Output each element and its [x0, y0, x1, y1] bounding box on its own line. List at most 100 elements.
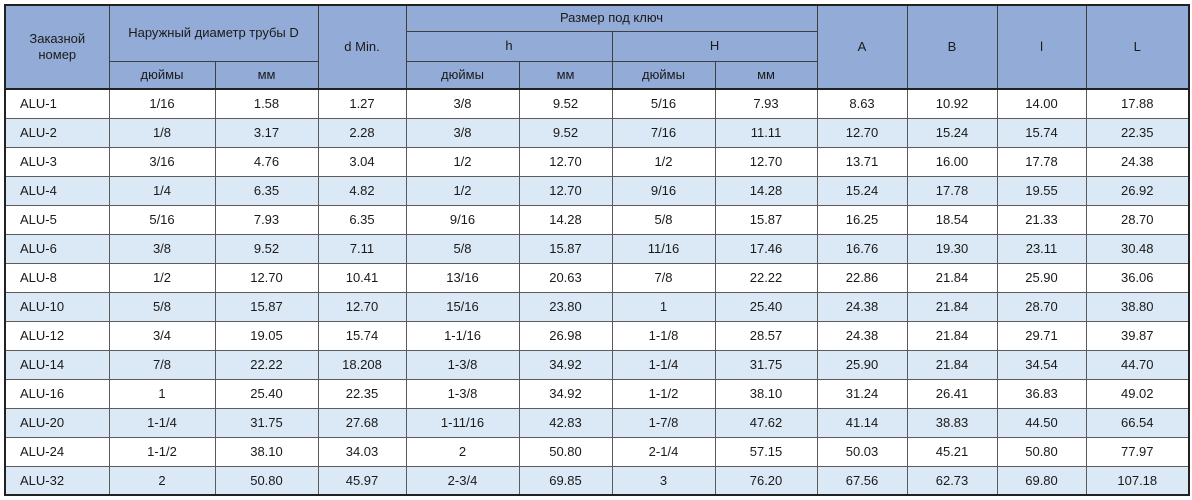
cell: 41.14: [816, 407, 908, 438]
cell: 7.93: [714, 88, 818, 119]
cell: 38.10: [214, 436, 319, 467]
cell: 17.88: [1085, 88, 1190, 119]
cell: 4.82: [317, 175, 407, 206]
cell: 36.83: [996, 378, 1087, 409]
cell: 14.00: [996, 88, 1087, 119]
cell: 3/8: [405, 117, 520, 148]
cell-order-number: ALU-1: [4, 88, 110, 119]
cell: 22.35: [317, 378, 407, 409]
cell: 1/4: [108, 175, 216, 206]
cell: 44.70: [1085, 349, 1190, 380]
cell: 3/4: [108, 320, 216, 351]
cell: 16.00: [906, 146, 998, 177]
cell: 14.28: [518, 204, 613, 235]
cell-order-number: ALU-32: [4, 465, 110, 496]
cell: 29.71: [996, 320, 1087, 351]
cell: 3.04: [317, 146, 407, 177]
cell: 62.73: [906, 465, 998, 496]
cell: 22.22: [214, 349, 319, 380]
cell: 69.80: [996, 465, 1087, 496]
cell: 5/8: [405, 233, 520, 264]
cell: 38.80: [1085, 291, 1190, 322]
cell: 9/16: [611, 175, 716, 206]
cell-order-number: ALU-4: [4, 175, 110, 206]
cell: 7.93: [214, 204, 319, 235]
cell: 30.48: [1085, 233, 1190, 264]
cell: 21.84: [906, 320, 998, 351]
cell: 5/8: [108, 291, 216, 322]
cell: 3.17: [214, 117, 319, 148]
table-row: ALU-8 1/2 12.70 10.41 13/16 20.63 7/8 22.22 22.8…: [4, 262, 1190, 293]
cell: 1.27: [317, 88, 407, 119]
cell: 3/8: [405, 88, 520, 119]
cell: 15.24: [906, 117, 998, 148]
cell: 31.24: [816, 378, 908, 409]
cell: 7/8: [108, 349, 216, 380]
cell: 28.70: [996, 291, 1087, 322]
cell: 11.11: [714, 117, 818, 148]
cell: 21.84: [906, 262, 998, 293]
cell: 15.74: [317, 320, 407, 351]
cell: 28.70: [1085, 204, 1190, 235]
cell: 25.90: [996, 262, 1087, 293]
cell: 6.35: [317, 204, 407, 235]
table-row: ALU-5 5/16 7.93 6.35 9/16 14.28 5/8 15.87 16.25 1…: [4, 204, 1190, 235]
cell: 7/8: [611, 262, 716, 293]
cell-order-number: ALU-10: [4, 291, 110, 322]
cell: 31.75: [214, 407, 319, 438]
table-row: ALU-24 1-1/2 38.10 34.03 2 50.80 2-1/4 57.15 50.…: [4, 436, 1190, 467]
cell: 5/16: [611, 88, 716, 119]
cell: 2: [405, 436, 520, 467]
cell: 1/2: [108, 262, 216, 293]
cell: 57.15: [714, 436, 818, 467]
cell: 7.11: [317, 233, 407, 264]
cell: 67.56: [816, 465, 908, 496]
cell: 23.11: [996, 233, 1087, 264]
table-row: ALU-6 3/8 9.52 7.11 5/8 15.87 11/16 17.46 16.76 1…: [4, 233, 1190, 264]
cell: 9.52: [518, 88, 613, 119]
cell-order-number: ALU-5: [4, 204, 110, 235]
cell: 10.92: [906, 88, 998, 119]
table-row: ALU-20 1-1/4 31.75 27.68 1-11/16 42.83 1-7/8 47…: [4, 407, 1190, 438]
cell: 19.05: [214, 320, 319, 351]
cell: 9.52: [518, 117, 613, 148]
table-row: ALU-14 7/8 22.22 18.208 1-3/8 34.92 1-1/4 31.75…: [4, 349, 1190, 380]
cell: 16.25: [816, 204, 908, 235]
cell: 36.06: [1085, 262, 1190, 293]
cell-order-number: ALU-3: [4, 146, 110, 177]
header-order-number: Заказной номер: [4, 4, 110, 90]
cell: 12.70: [816, 117, 908, 148]
table-row: ALU-4 1/4 6.35 4.82 1/2 12.70 9/16 14.28 15.24 17…: [4, 175, 1190, 206]
cell: 15.87: [518, 233, 613, 264]
cell: 34.03: [317, 436, 407, 467]
header-inches-hh: дюймы: [611, 60, 716, 90]
cell: 38.10: [714, 378, 818, 409]
cell: 1-1/8: [611, 320, 716, 351]
cell: 17.78: [906, 175, 998, 206]
cell: 12.70: [714, 146, 818, 177]
cell: 24.38: [1085, 146, 1190, 177]
cell: 1/2: [405, 175, 520, 206]
cell: 15.24: [816, 175, 908, 206]
cell: 17.78: [996, 146, 1087, 177]
cell: 16.76: [816, 233, 908, 264]
table-header: Заказной номер Наружный диаметр трубы D …: [4, 4, 1190, 90]
cell: 1/2: [405, 146, 520, 177]
cell: 34.54: [996, 349, 1087, 380]
cell: 39.87: [1085, 320, 1190, 351]
cell: 10.41: [317, 262, 407, 293]
header-row-3: дюймы мм дюймы мм дюймы мм: [5, 60, 1189, 90]
cell: 26.92: [1085, 175, 1190, 206]
cell: 24.38: [816, 291, 908, 322]
cell: 23.80: [518, 291, 613, 322]
table-row: ALU-2 1/8 3.17 2.28 3/8 9.52 7/16 11.11 12.70 15.…: [4, 117, 1190, 148]
cell: 21.84: [906, 291, 998, 322]
cell: 34.92: [518, 378, 613, 409]
cell: 3/8: [108, 233, 216, 264]
cell: 1/16: [108, 88, 216, 119]
cell: 24.38: [816, 320, 908, 351]
header-d-min: d Min.: [317, 4, 407, 90]
cell: 7/16: [611, 117, 716, 148]
cell: 1-1/4: [108, 407, 216, 438]
